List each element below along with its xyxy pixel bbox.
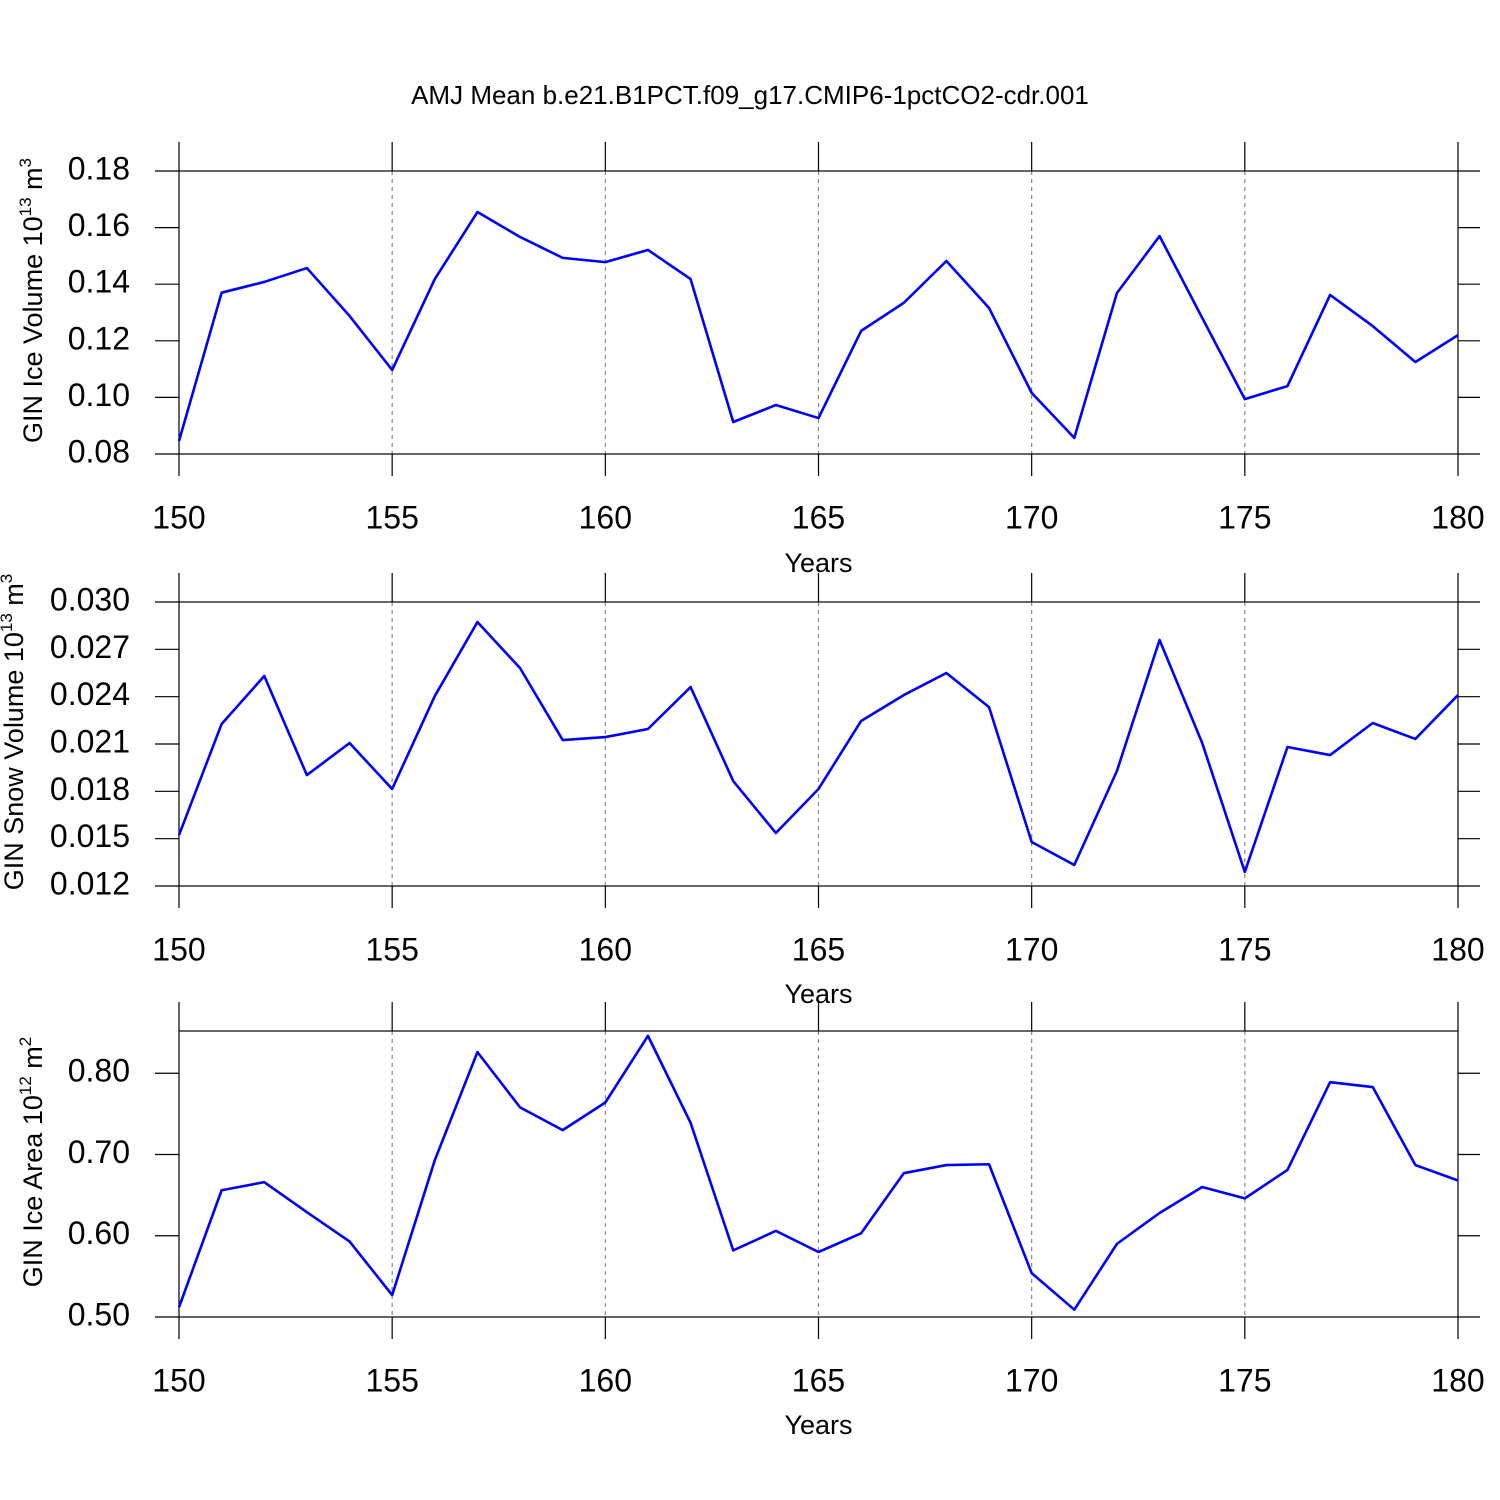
y-tick-label: 0.12	[68, 320, 130, 356]
x-tick-label: 165	[792, 931, 845, 967]
x-tick-label: 165	[792, 1362, 845, 1398]
y-tick-label: 0.60	[68, 1215, 130, 1251]
x-tick-label: 175	[1218, 1362, 1271, 1398]
y-label-exp: 12	[16, 1076, 35, 1095]
y-tick-label: 0.018	[50, 771, 130, 807]
y-label-unit: m	[0, 583, 29, 613]
x-tick-label: 180	[1431, 1362, 1484, 1398]
plot-frame	[178, 601, 1459, 887]
x-tick-label: 160	[579, 499, 632, 535]
y-tick-label: 0.021	[50, 723, 130, 759]
plot-frame	[178, 170, 1459, 455]
x-tick-label: 175	[1218, 499, 1271, 535]
y-tick-label: 0.14	[68, 264, 130, 300]
x-tick-label: 170	[1005, 931, 1058, 967]
x-tick-label: 150	[152, 931, 205, 967]
y-tick-label: 0.015	[50, 818, 130, 854]
y-label-unit-exp: 3	[16, 158, 35, 167]
y-tick-label: 0.10	[68, 377, 130, 413]
y-label-unit-exp: 3	[0, 574, 16, 583]
chart-title: AMJ Mean b.e21.B1PCT.f09_g17.CMIP6-1pctC…	[411, 80, 1089, 110]
y-axis-label: GIN Ice Volume 1013 m3	[16, 158, 48, 443]
x-tick-label: 180	[1431, 931, 1484, 967]
x-tick-label: 155	[365, 1362, 418, 1398]
x-tick-label: 170	[1005, 499, 1058, 535]
data-line	[177, 1034, 1459, 1311]
data-line	[177, 210, 1459, 442]
y-label-exp: 13	[16, 197, 35, 216]
x-tick-label: 150	[152, 1362, 205, 1398]
y-tick-label: 0.024	[50, 676, 130, 712]
y-tick-label: 0.80	[68, 1053, 130, 1089]
y-label-text: GIN Ice Area 10	[18, 1095, 48, 1287]
x-tick-label: 165	[792, 499, 845, 535]
x-tick-label: 160	[579, 931, 632, 967]
y-label-unit-exp: 2	[16, 1037, 35, 1046]
x-axis-label: Years	[784, 1410, 852, 1440]
x-tick-label: 150	[152, 499, 205, 535]
y-axis-label: GIN Ice Area 1012 m2	[16, 1037, 48, 1288]
y-tick-label: 0.030	[50, 581, 130, 617]
y-tick-label: 0.08	[68, 433, 130, 469]
x-tick-label: 160	[579, 1362, 632, 1398]
x-tick-label: 170	[1005, 1362, 1058, 1398]
y-tick-label: 0.70	[68, 1134, 130, 1170]
y-tick-label: 0.18	[68, 150, 130, 186]
y-label-unit: m	[18, 167, 48, 197]
y-tick-label: 0.50	[68, 1296, 130, 1332]
x-tick-label: 175	[1218, 931, 1271, 967]
y-tick-label: 0.027	[50, 629, 130, 665]
y-label-text: GIN Ice Volume 10	[18, 216, 48, 443]
y-label-text: GIN Snow Volume 10	[0, 632, 29, 890]
x-tick-label: 155	[365, 499, 418, 535]
y-tick-label: 0.012	[50, 865, 130, 901]
y-axis-label: GIN Snow Volume 1013 m3	[0, 574, 29, 891]
y-label-unit: m	[18, 1046, 48, 1076]
x-tick-label: 155	[365, 931, 418, 967]
plot-frame	[178, 1030, 1459, 1318]
y-tick-label: 0.16	[68, 207, 130, 243]
data-line	[177, 620, 1459, 874]
x-tick-label: 180	[1431, 499, 1484, 535]
y-label-exp: 13	[0, 613, 16, 632]
